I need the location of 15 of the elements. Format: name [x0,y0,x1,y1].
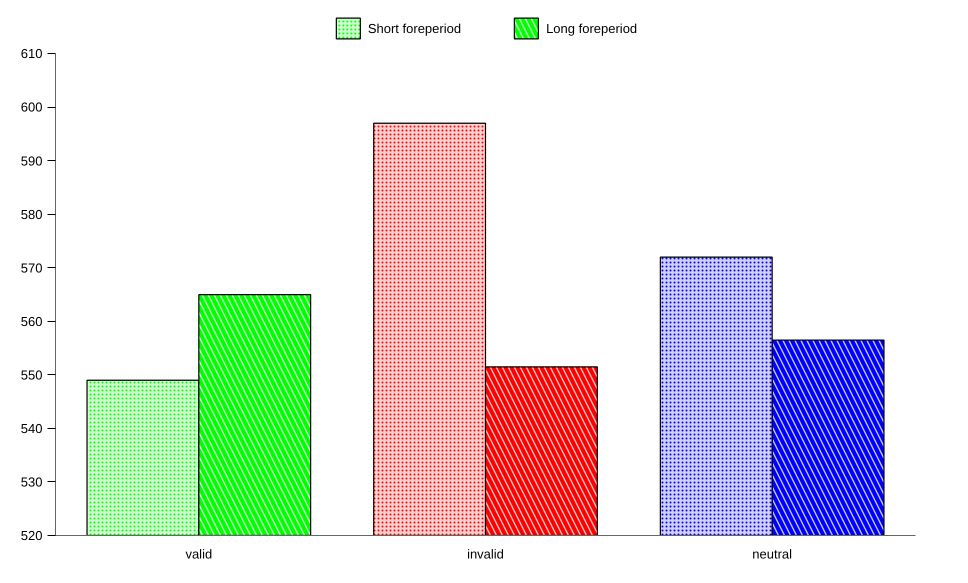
y-tick-label: 530 [20,474,43,490]
y-tick-label: 520 [20,528,43,543]
legend-label: Short foreperiod [368,20,462,36]
y-tick-label: 540 [20,420,43,436]
legend-label: Long foreperiod [546,20,638,36]
y-tick-label: 590 [20,153,43,168]
y-tick-label: 580 [20,206,43,222]
y-tick-label: 610 [20,46,43,62]
x-tick-label: valid [185,546,212,562]
x-tick-label: invalid [467,546,504,562]
x-tick-label: neutral [752,546,792,562]
y-tick-label: 600 [20,100,43,115]
y-tick-label: 550 [20,367,43,382]
y-tick-label: 560 [20,314,43,329]
y-tick-label: 570 [20,260,43,276]
